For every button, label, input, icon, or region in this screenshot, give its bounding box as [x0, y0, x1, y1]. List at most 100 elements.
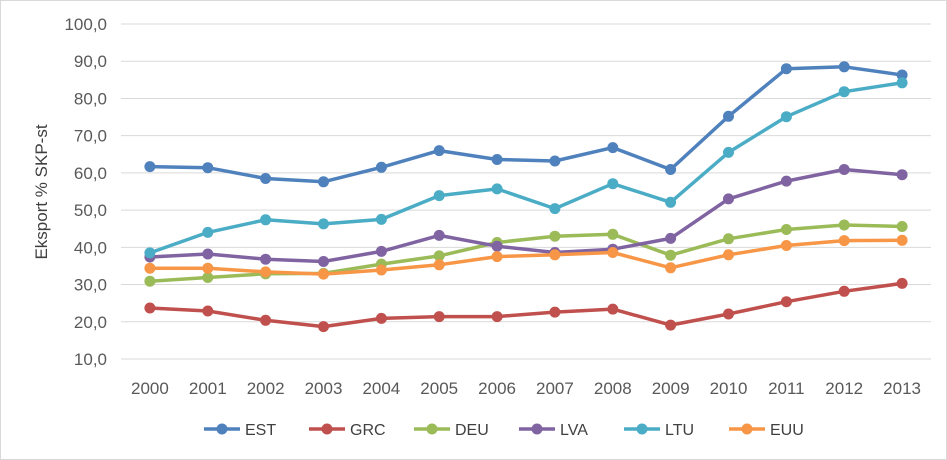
- data-point: [202, 162, 214, 174]
- data-point: [375, 264, 387, 276]
- legend-marker: [426, 423, 438, 435]
- y-tick-label: 90,0: [74, 52, 107, 71]
- data-point: [723, 146, 734, 158]
- data-point: [260, 253, 272, 265]
- data-point: [896, 277, 908, 289]
- data-point: [896, 169, 908, 181]
- data-point: [780, 111, 792, 123]
- series-grc: [144, 277, 908, 333]
- x-tick-label: 2004: [362, 379, 400, 398]
- data-point: [144, 262, 156, 274]
- data-point: [375, 213, 387, 225]
- x-tick-label: 2013: [883, 379, 921, 398]
- legend-marker: [321, 423, 333, 435]
- data-point: [318, 218, 329, 230]
- data-point: [144, 302, 156, 314]
- legend: EST GRC DEU LVA LTU EUU: [204, 422, 804, 439]
- data-point: [433, 190, 445, 202]
- data-point: [491, 240, 503, 252]
- x-tick-label: 2009: [652, 379, 690, 398]
- data-point: [896, 69, 908, 81]
- y-tick-label: 10,0: [74, 350, 107, 369]
- data-point: [202, 272, 214, 283]
- y-tick-label: 50,0: [74, 201, 107, 220]
- gridlines: [121, 23, 931, 360]
- data-point: [723, 110, 734, 122]
- series-est: [144, 61, 908, 188]
- data-point: [838, 219, 850, 231]
- data-point: [723, 233, 734, 245]
- legend-item-euu: EUU: [729, 422, 804, 439]
- data-point: [723, 193, 734, 205]
- data-point: [665, 196, 677, 208]
- data-point: [838, 164, 850, 175]
- data-point: [838, 285, 850, 297]
- data-point: [433, 259, 445, 271]
- series-lva: [144, 164, 908, 267]
- series-line: [148, 281, 904, 329]
- legend-label: EST: [245, 422, 276, 439]
- data-point: [780, 296, 792, 308]
- data-point: [260, 214, 272, 226]
- y-tick-label: 30,0: [74, 276, 107, 295]
- legend-item-ltu: LTU: [624, 422, 694, 439]
- data-point: [549, 306, 561, 318]
- legend-label: LVA: [560, 422, 588, 439]
- data-point: [318, 268, 329, 280]
- data-point: [780, 224, 792, 235]
- data-point: [549, 203, 561, 215]
- legend-item-grc: GRC: [309, 422, 386, 439]
- data-point: [318, 176, 329, 188]
- y-tick-label: 80,0: [74, 89, 107, 108]
- data-point: [491, 154, 503, 165]
- legend-label: DEU: [455, 422, 489, 439]
- x-tick-label: 2001: [189, 379, 227, 398]
- data-point: [318, 256, 329, 267]
- legend-item-lva: LVA: [519, 422, 588, 439]
- x-axis-ticks: 2000 2001 2002 2003 2004 2005 2006 2007 2008 2009…: [131, 379, 921, 398]
- data-point: [318, 321, 329, 333]
- data-point: [780, 175, 792, 187]
- data-point: [260, 173, 272, 184]
- y-tick-label: 70,0: [74, 127, 107, 146]
- series-lines: [144, 61, 908, 333]
- data-point: [375, 245, 387, 257]
- data-point: [896, 234, 908, 246]
- data-point: [607, 303, 619, 315]
- data-point: [491, 251, 503, 263]
- data-point: [607, 142, 619, 154]
- x-tick-label: 2003: [305, 379, 343, 398]
- data-point: [144, 161, 156, 173]
- data-point: [665, 319, 677, 331]
- data-point: [838, 61, 850, 73]
- data-point: [433, 229, 445, 241]
- data-point: [607, 178, 619, 190]
- legend-item-est: EST: [204, 422, 276, 439]
- legend-label: GRC: [350, 422, 386, 439]
- data-point: [491, 311, 503, 323]
- data-point: [549, 230, 561, 242]
- data-point: [549, 155, 561, 167]
- series-deu: [144, 219, 908, 287]
- legend-item-deu: DEU: [414, 422, 489, 439]
- data-point: [144, 275, 156, 287]
- data-point: [838, 235, 850, 247]
- legend-marker: [531, 423, 543, 435]
- series-line: [148, 238, 904, 276]
- data-point: [433, 311, 445, 323]
- y-tick-label: 40,0: [74, 238, 107, 257]
- data-point: [607, 228, 619, 240]
- series-line: [148, 167, 904, 264]
- data-point: [665, 262, 677, 274]
- data-point: [202, 305, 214, 317]
- x-tick-label: 2005: [420, 379, 458, 398]
- x-tick-label: 2011: [768, 379, 805, 398]
- series-line: [148, 81, 904, 255]
- data-point: [433, 250, 445, 262]
- data-point: [202, 248, 214, 260]
- x-tick-label: 2002: [247, 379, 285, 398]
- data-point: [723, 308, 734, 320]
- data-point: [780, 240, 792, 251]
- x-tick-label: 2000: [131, 379, 169, 398]
